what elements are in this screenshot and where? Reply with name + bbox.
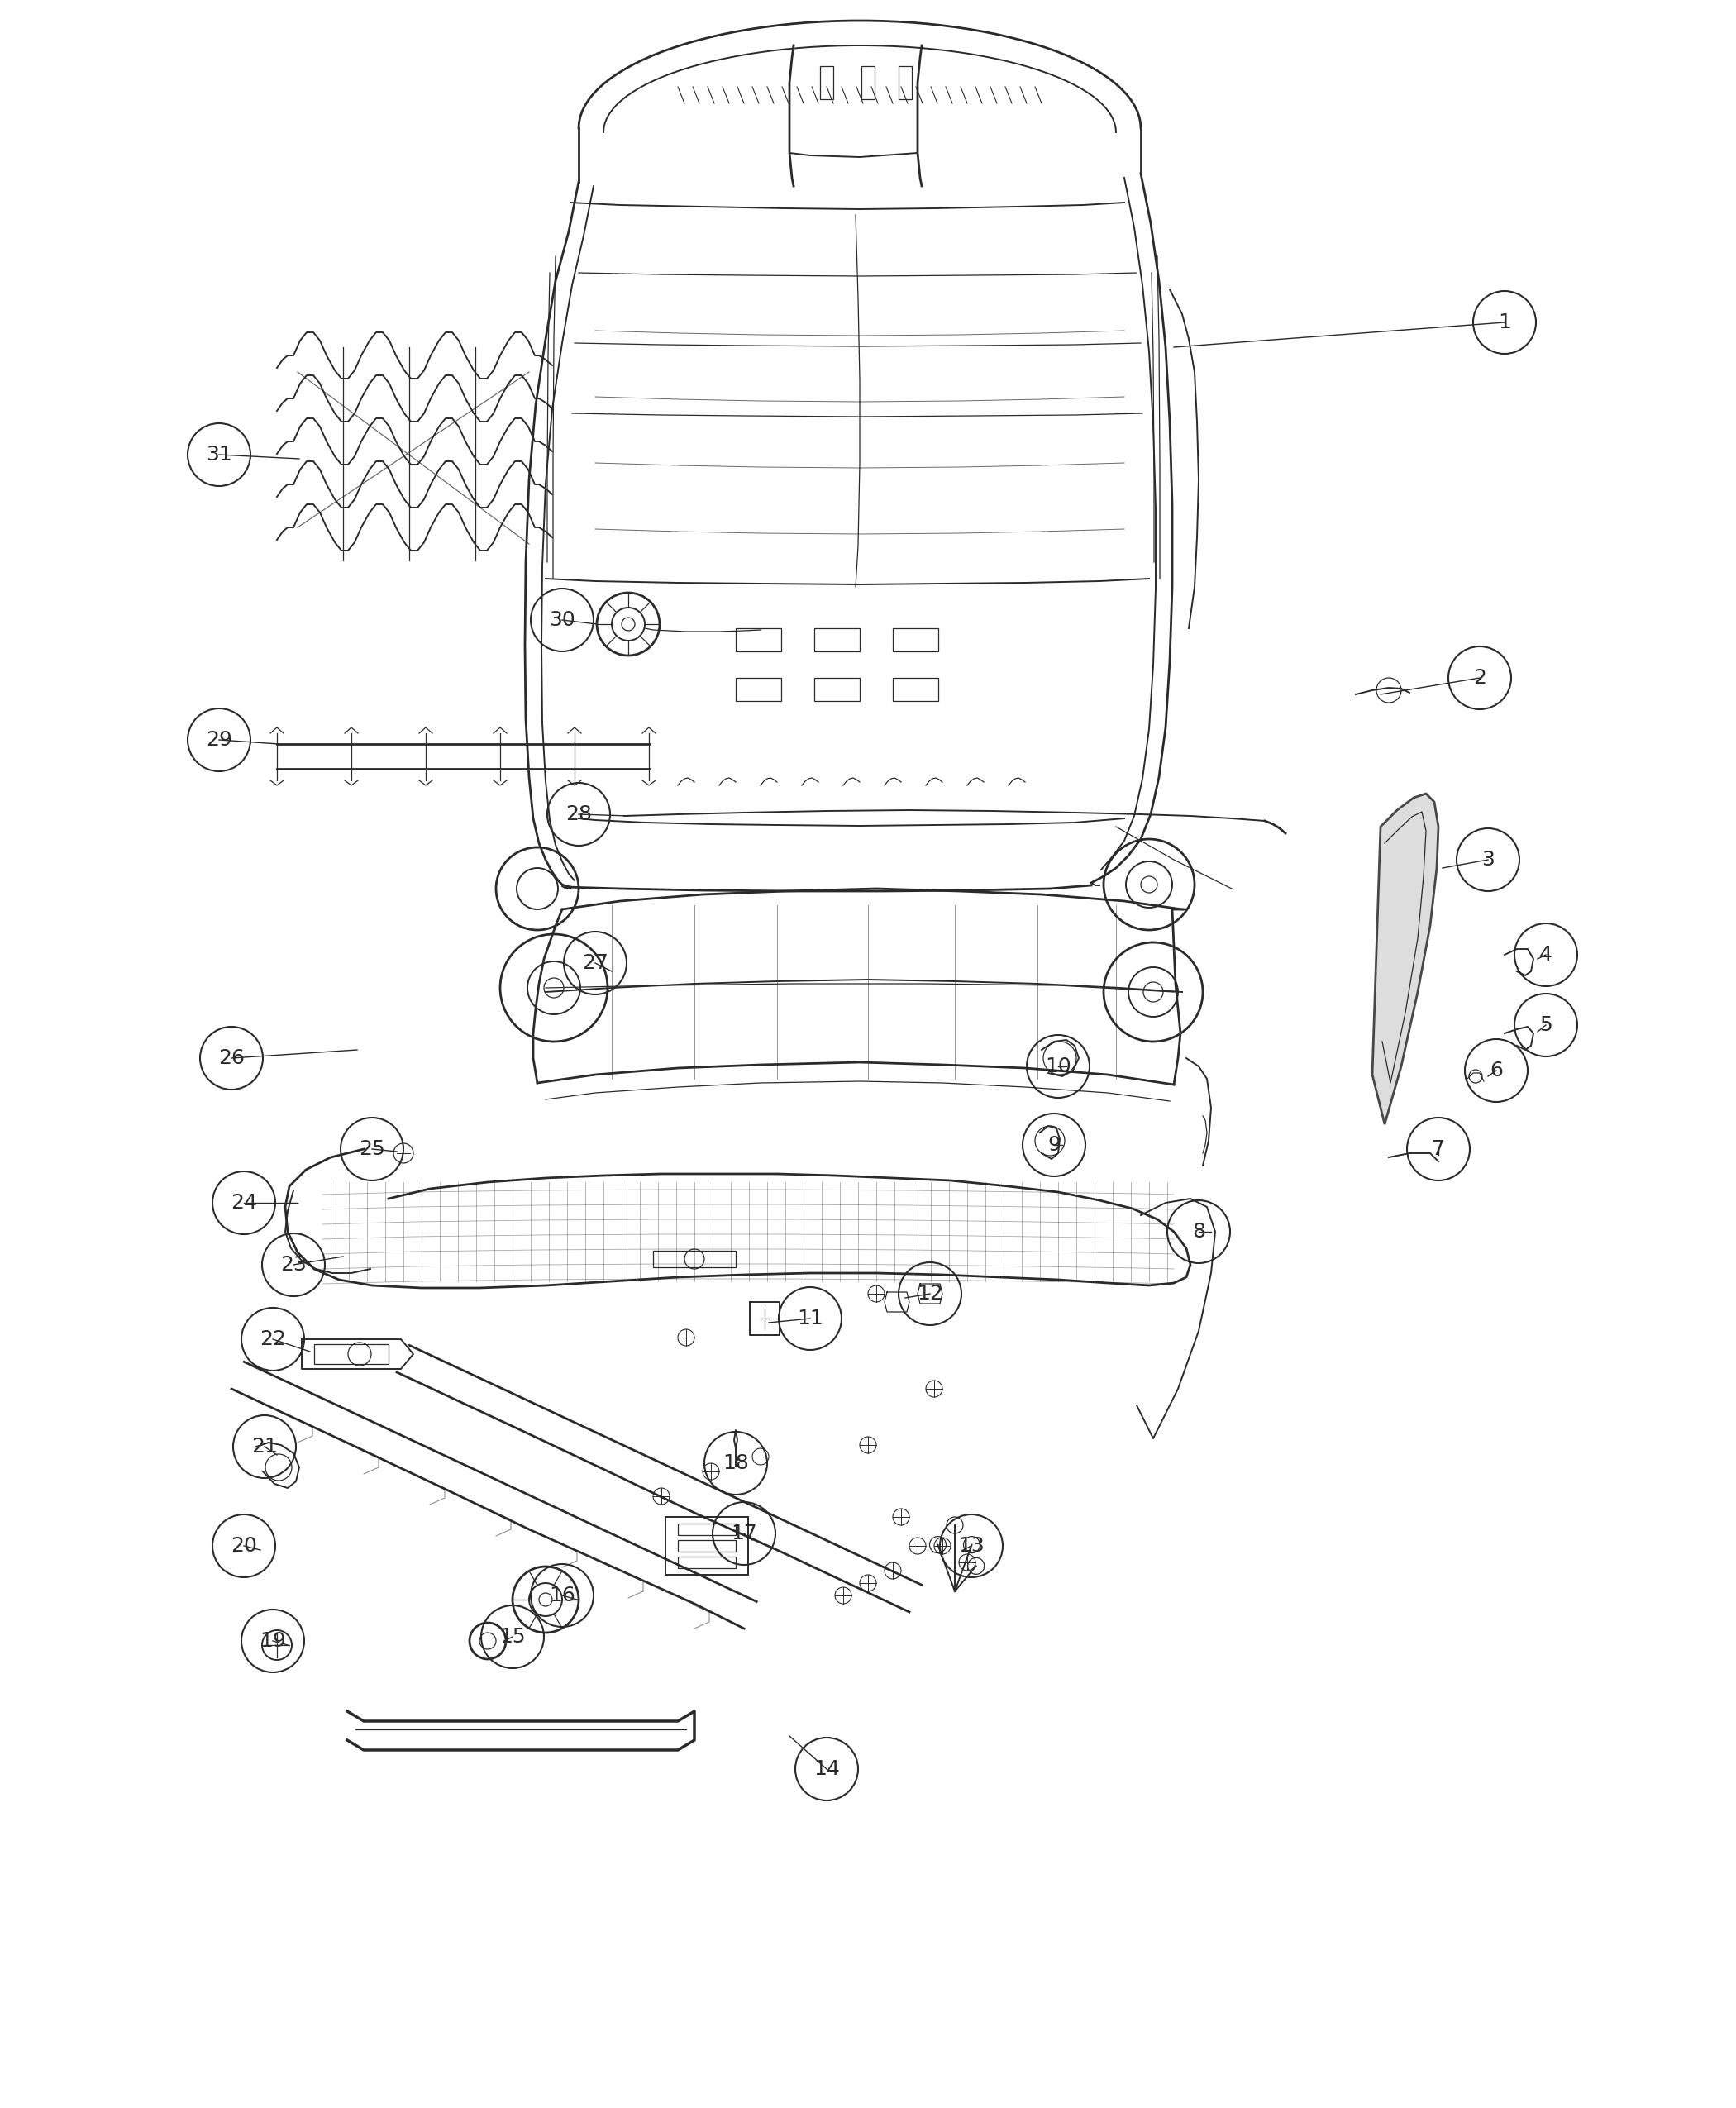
Bar [677,1524,736,1535]
Bar [677,1541,736,1551]
Text: 19: 19 [260,1632,286,1651]
Text: 1: 1 [1498,312,1510,333]
Text: 15: 15 [500,1627,526,1646]
Text: 26: 26 [219,1048,245,1069]
Text: 14: 14 [814,1760,840,1779]
Text: 22: 22 [260,1330,286,1349]
Text: 10: 10 [1045,1056,1071,1077]
Bar [861,65,875,99]
Text: 7: 7 [1432,1138,1444,1159]
Text: 8: 8 [1193,1223,1205,1242]
Text: 30: 30 [549,609,575,630]
Text: 20: 20 [231,1537,257,1556]
Text: 2: 2 [1474,668,1486,687]
Polygon shape [1371,793,1439,1124]
Text: 21: 21 [252,1438,278,1457]
Text: 23: 23 [279,1254,307,1275]
Text: 17: 17 [731,1524,757,1543]
Bar [892,679,937,702]
Text: 5: 5 [1540,1016,1552,1035]
Text: 9: 9 [1047,1134,1061,1155]
Text: 27: 27 [582,953,608,974]
Text: 4: 4 [1540,944,1552,965]
Text: 28: 28 [566,805,592,824]
Text: 25: 25 [359,1138,385,1159]
Text: 24: 24 [231,1193,257,1212]
Bar [736,628,781,651]
Text: 16: 16 [549,1585,575,1606]
Bar [665,1518,748,1575]
Bar [677,1556,736,1568]
Text: 11: 11 [797,1309,823,1328]
Bar [653,1250,736,1267]
Text: 18: 18 [722,1452,748,1473]
Bar [814,628,859,651]
Text: 29: 29 [207,729,233,750]
Bar [819,65,833,99]
Text: 13: 13 [958,1537,984,1556]
Text: 31: 31 [207,445,233,464]
Bar [736,679,781,702]
Bar [899,65,911,99]
Text: 3: 3 [1481,850,1495,871]
Text: 12: 12 [917,1284,943,1303]
Text: 6: 6 [1489,1060,1503,1081]
Bar [814,679,859,702]
Bar [314,1345,389,1364]
Bar [892,628,937,651]
